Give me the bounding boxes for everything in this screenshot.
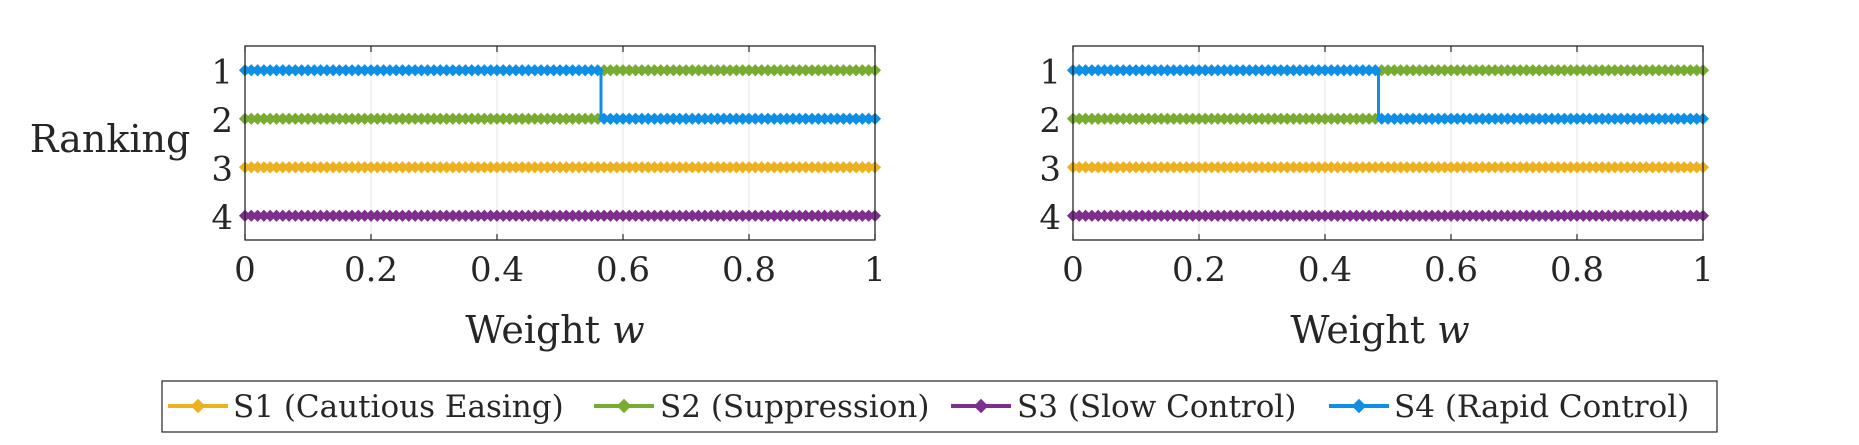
legend-item-s1: S1 (Cautious Easing) [168, 389, 564, 425]
series-s1 [1066, 161, 1710, 174]
y-tick-label: 2 [211, 101, 233, 141]
x-tick-label: 0.2 [1172, 250, 1226, 290]
x-axis-label-symbol: w [612, 308, 645, 352]
data-point-s4 [591, 64, 604, 77]
plot-area [245, 46, 875, 240]
y-tick-label: 3 [1039, 149, 1061, 189]
series-s2 [1066, 64, 1710, 125]
legend-label-s4: S4 (Rapid Control) [1394, 389, 1689, 425]
x-tick-label: 0.6 [596, 250, 650, 290]
legend-item-s4: S4 (Rapid Control) [1329, 389, 1689, 425]
x-axis-label-symbol: w [1437, 308, 1470, 352]
series-s1 [238, 161, 882, 174]
legend-label-s1: S1 (Cautious Easing) [233, 389, 564, 425]
series-s4 [238, 64, 882, 125]
legend-marker-s3 [973, 398, 989, 414]
data-point-s4 [1369, 64, 1382, 77]
y-tick-label: 4 [1039, 198, 1061, 238]
x-tick-label: 0.2 [344, 250, 398, 290]
series-s3 [1066, 209, 1710, 222]
series-s2 [238, 64, 882, 125]
plot-area [1073, 46, 1703, 240]
legend-marker-s2 [616, 398, 632, 414]
legend-item-s2: S2 (Suppression) [594, 389, 929, 425]
y-tick-label: 1 [211, 52, 233, 92]
x-tick-label: 0.8 [722, 250, 776, 290]
x-axis-label-right: Weight w [1290, 308, 1469, 352]
legend-marker-s4 [1351, 398, 1367, 414]
chart-panel-right: 0 0.2 0.4 0.6 0.8 1 1 2 3 4 [1039, 45, 1714, 290]
x-tick-label: 0.4 [470, 250, 524, 290]
x-tick-label: 0.4 [1298, 250, 1352, 290]
legend-label-s3: S3 (Slow Control) [1017, 389, 1296, 425]
series-s4 [1066, 64, 1710, 125]
x-axis-label-left: Weight w [465, 308, 644, 352]
legend-marker-s1 [190, 398, 206, 414]
y-tick-label: 4 [211, 198, 233, 238]
legend-item-s3: S3 (Slow Control) [951, 389, 1296, 425]
x-axis-label-text: Weight [465, 308, 612, 352]
x-tick-label: 0.6 [1424, 250, 1478, 290]
y-tick-label: 3 [211, 149, 233, 189]
legend: S1 (Cautious Easing) S2 (Suppression) S3… [161, 380, 1718, 433]
chart-panel-left: 0 0.2 0.4 0.6 0.8 1 1 2 3 4 [211, 45, 886, 290]
x-tick-label: 0 [234, 250, 256, 290]
y-tick-label: 1 [1039, 52, 1061, 92]
x-tick-label: 0 [1062, 250, 1084, 290]
legend-box [161, 380, 1718, 433]
x-axis-label-text: Weight [1290, 308, 1437, 352]
x-tick-label: 1 [1692, 250, 1714, 290]
axes-box [1072, 45, 1704, 241]
axes-box [244, 45, 876, 241]
y-tick-label: 2 [1039, 101, 1061, 141]
series-s3 [238, 209, 882, 222]
y-axis-label: Ranking [30, 117, 191, 161]
x-tick-label: 1 [864, 250, 886, 290]
legend-label-s2: S2 (Suppression) [660, 389, 929, 425]
x-tick-label: 0.8 [1550, 250, 1604, 290]
